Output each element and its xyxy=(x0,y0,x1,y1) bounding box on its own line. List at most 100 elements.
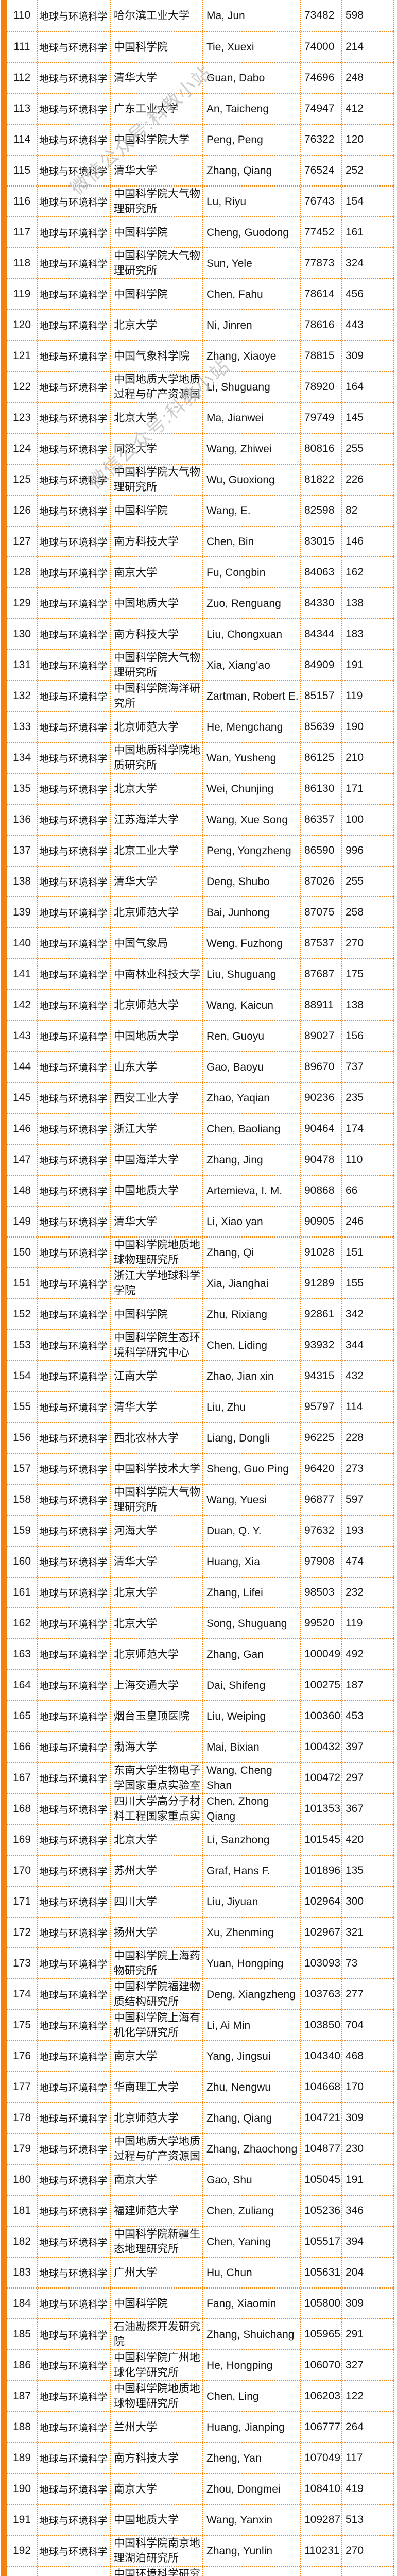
researcher-cell: Liu, Shuguang xyxy=(203,959,301,989)
institution-cell: 中国科学院上海药物研究所 xyxy=(111,1948,203,1978)
value2: 513 xyxy=(346,2514,364,2526)
value1-cell: 91028 xyxy=(301,1238,342,1267)
institution-name: 南方科技大学 xyxy=(114,2452,179,2464)
rank-cell: 189 xyxy=(7,2443,38,2473)
institution-cell: 浙江大学地球科学学院 xyxy=(111,1268,203,1298)
category-cell: 地球与环境科学 xyxy=(38,1083,111,1113)
table-row: 189 地球与环境科学 南方科技大学 Zheng, Yan 107049 117 xyxy=(7,2442,394,2473)
rank-cell: 176 xyxy=(7,2041,38,2071)
researcher-name: Li, Shuguang xyxy=(206,381,270,393)
category-cell: 地球与环境科学 xyxy=(38,2134,111,2164)
value2: 161 xyxy=(346,226,364,238)
value2: 110 xyxy=(346,1154,363,1165)
value2-cell: 156 xyxy=(342,1021,394,1051)
category-cell: 地球与环境科学 xyxy=(38,310,111,340)
rank-value: 144 xyxy=(12,1061,31,1073)
value1: 92861 xyxy=(304,1308,335,1320)
category-label: 地球与环境科学 xyxy=(39,444,108,455)
researcher-name: Mai, Bixian xyxy=(206,1741,260,1753)
rank-cell: 180 xyxy=(7,2165,38,2195)
table-row: 125 地球与环境科学 中国科学院大气物理研究所 Wu, Guoxiong 81… xyxy=(7,464,394,495)
researcher-cell: Zhou, Dongmei xyxy=(203,2474,301,2504)
value2-cell: 344 xyxy=(342,1330,394,1360)
value2: 235 xyxy=(346,1092,364,1104)
rank-cell: 145 xyxy=(7,1083,38,1113)
value1-cell: 76322 xyxy=(301,125,342,155)
institution-cell: 广州大学 xyxy=(111,2258,203,2287)
institution-name: 北京大学 xyxy=(114,783,157,795)
researcher-name: Deng, Shubo xyxy=(206,875,270,888)
institution-name: 中国地质大学地质过程与矿产资源国 xyxy=(114,374,200,400)
value1: 84330 xyxy=(304,597,335,609)
institution-name: 中国环境科学研究院 xyxy=(114,2568,200,2576)
table-row: 117 地球与环境科学 中国科学院 Cheng, Guodong 77452 1… xyxy=(7,216,394,247)
institution-cell: 兰州大学 xyxy=(111,2412,203,2442)
institution-cell: 清华大学 xyxy=(111,1547,203,1577)
table-row: 148 地球与环境科学 中国地质大学 Artemieva, I. M. 9086… xyxy=(7,1175,394,1206)
rank-cell: 161 xyxy=(7,1578,38,1607)
rank-value: 122 xyxy=(12,381,31,393)
value1-cell: 102967 xyxy=(301,1918,342,1947)
institution-name: 扬州大学 xyxy=(114,1926,157,1939)
value2-cell: 114 xyxy=(342,1392,394,1422)
category-label: 地球与环境科学 xyxy=(39,290,108,301)
researcher-cell: Ni, Jinren xyxy=(203,310,301,340)
table-row: 185 地球与环境科学 石油勘探开发研究院 Zhang, Shuichang 1… xyxy=(7,2318,394,2349)
category-label: 地球与环境科学 xyxy=(39,320,108,332)
value2-cell: 190 xyxy=(342,712,394,742)
value2-cell: 171 xyxy=(342,774,394,804)
category-cell: 地球与环境科学 xyxy=(38,125,111,155)
category-label: 地球与环境科学 xyxy=(39,1155,108,1166)
institution-name: 中国科学院广州地球化学研究所 xyxy=(114,2352,200,2379)
value2: 135 xyxy=(346,1865,364,1876)
value1: 105631 xyxy=(304,2266,341,2278)
institution-cell: 南方科技大学 xyxy=(111,527,203,556)
researcher-cell: He, Hongping xyxy=(203,2350,301,2380)
value1: 87687 xyxy=(304,968,335,980)
category-label: 地球与环境科学 xyxy=(39,1001,108,1012)
category-cell: 地球与环境科学 xyxy=(38,2165,111,2195)
value1-cell: 74000 xyxy=(301,32,342,62)
value2: 258 xyxy=(346,906,364,918)
researcher-name: Liu, Jiyuan xyxy=(206,1895,258,1908)
value2: 214 xyxy=(346,41,364,53)
rank-value: 157 xyxy=(12,1463,31,1475)
researcher-name: Wang, E. xyxy=(206,504,251,517)
researcher-name: Dai, Shifeng xyxy=(206,1679,266,1691)
value2: 597 xyxy=(346,1494,364,1505)
rank-value: 125 xyxy=(12,473,31,485)
researcher-cell: Huang, Xia xyxy=(203,1547,301,1577)
value1: 87075 xyxy=(304,906,335,918)
value2-cell: 82 xyxy=(342,496,394,526)
value1-cell: 92861 xyxy=(301,1299,342,1329)
category-label: 地球与环境科学 xyxy=(39,939,108,950)
institution-cell: 上海交通大学 xyxy=(111,1670,203,1700)
value2-cell: 110 xyxy=(342,1145,394,1175)
value1: 103850 xyxy=(304,2019,341,2031)
researcher-name: Chen, Zhong Qiang xyxy=(206,1795,269,1822)
value1: 100049 xyxy=(304,1648,341,1660)
value1: 78616 xyxy=(304,319,335,331)
value1-cell: 105631 xyxy=(301,2258,342,2287)
rank-cell: 163 xyxy=(7,1639,38,1669)
rank-value: 155 xyxy=(12,1401,31,1413)
category-label: 地球与环境科学 xyxy=(39,753,108,765)
rank-value: 177 xyxy=(12,2081,31,2093)
category-cell: 地球与环境科学 xyxy=(38,1330,111,1360)
institution-name: 石油勘探开发研究院 xyxy=(114,2321,200,2348)
researcher-cell: Wang, E. xyxy=(203,496,301,526)
table-row: 137 地球与环境科学 北京工业大学 Peng, Yongzheng 86590… xyxy=(7,835,394,866)
value2: 120 xyxy=(346,133,364,145)
institution-name: 中国科学院地质地球物理研究所 xyxy=(114,2383,200,2410)
value2: 291 xyxy=(346,2328,364,2340)
value2-cell: 161 xyxy=(342,217,394,247)
value1: 84344 xyxy=(304,628,335,640)
value2: 162 xyxy=(346,566,364,578)
researcher-name: Deng, Xiangzheng xyxy=(206,1988,296,2001)
institution-name: 华南理工大学 xyxy=(114,2081,179,2093)
institution-name: 中国地质大学地质过程与矿产资源国 xyxy=(114,2136,200,2162)
institution-cell: 中国科学院大学 xyxy=(111,125,203,155)
category-label: 地球与环境科学 xyxy=(39,1279,108,1290)
rank-cell: 124 xyxy=(7,434,38,464)
value2: 321 xyxy=(346,1926,364,1938)
